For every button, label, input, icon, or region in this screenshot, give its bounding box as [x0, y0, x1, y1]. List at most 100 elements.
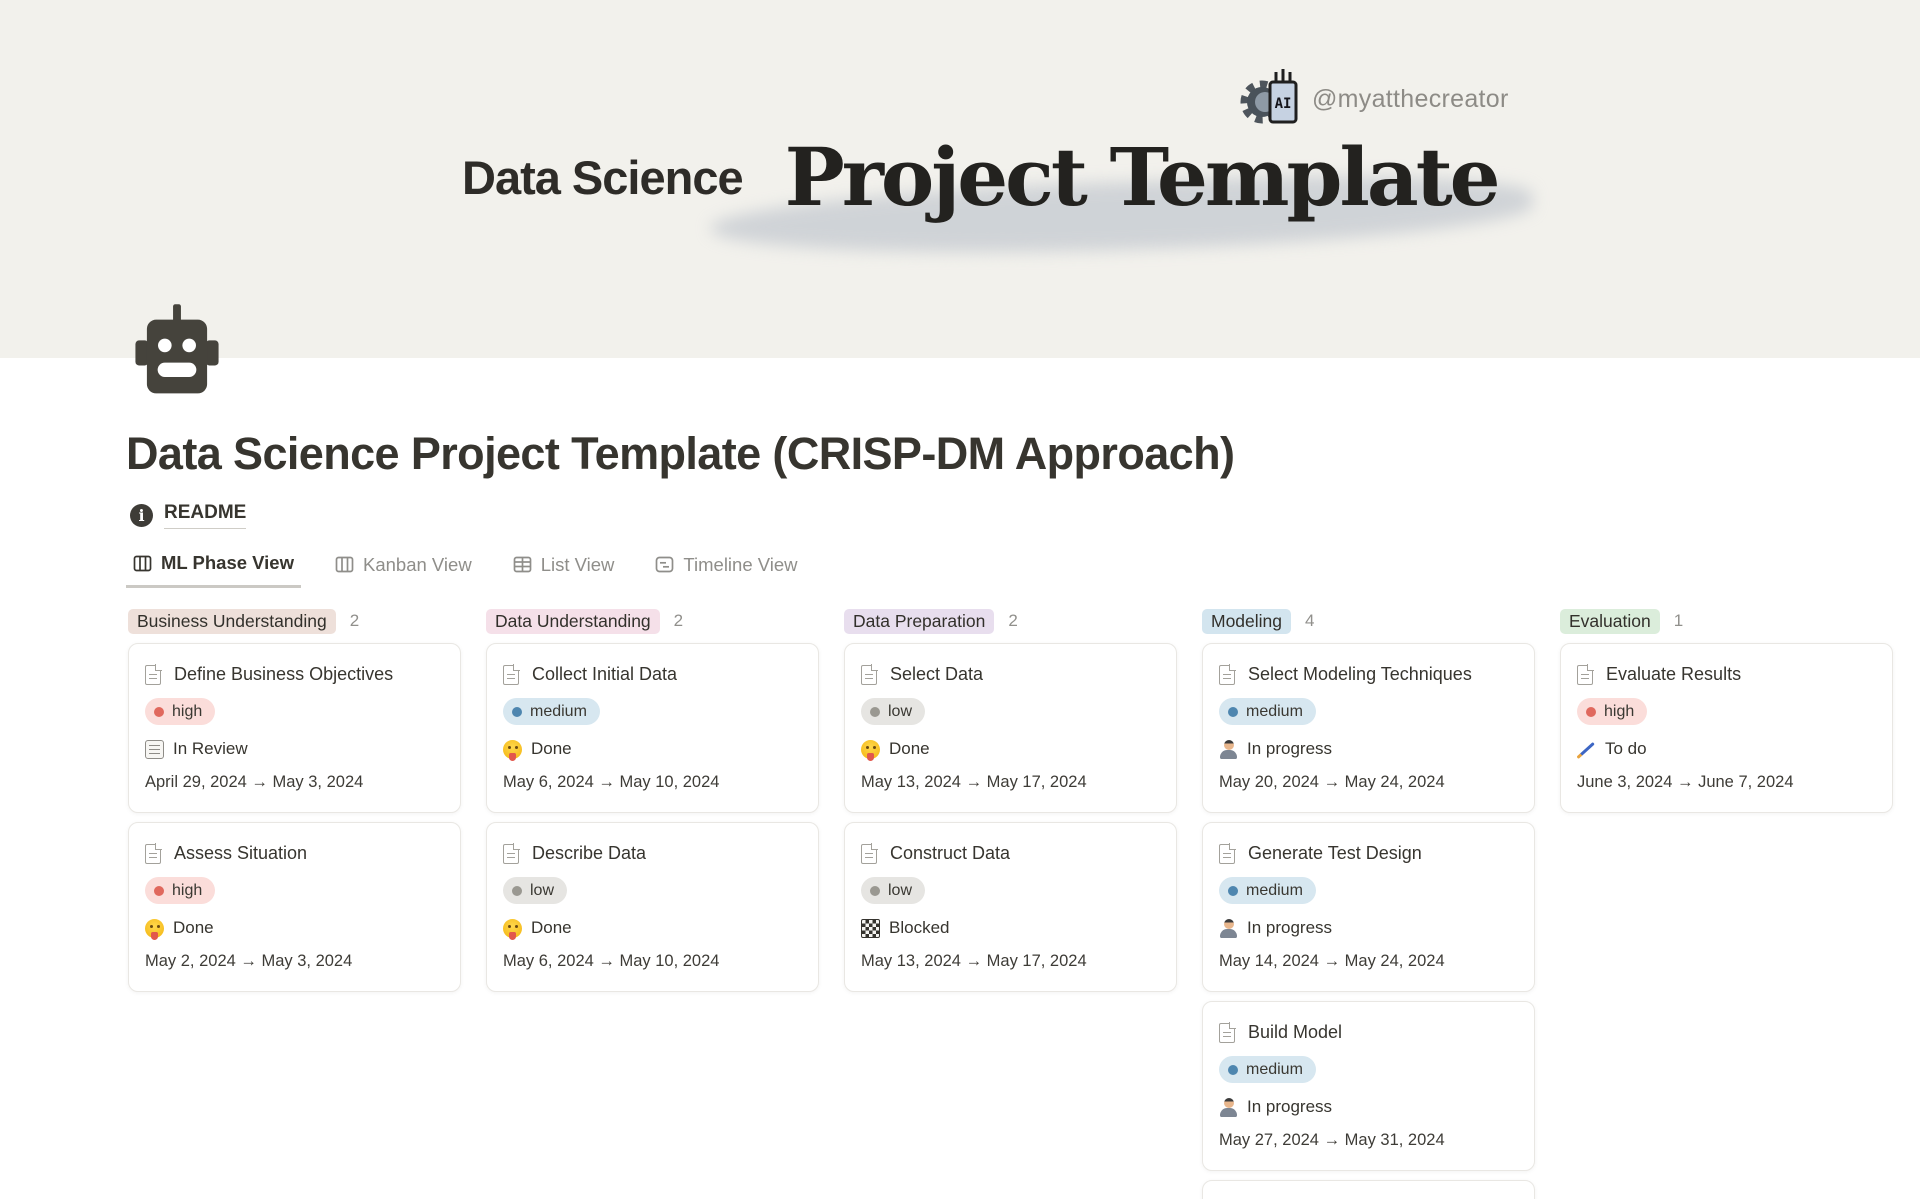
column-name-pill: Data Preparation	[844, 608, 995, 634]
column-data-preparation: Data Preparation 2 Select Data low Done …	[844, 606, 1177, 1199]
banner-title-left: Data Science	[462, 150, 744, 204]
timeline-view-icon	[656, 556, 674, 573]
column-header: Evaluation 1	[1560, 606, 1893, 636]
technologist-emoji	[1219, 918, 1238, 938]
column-evaluation: Evaluation 1 Evaluate Results high To do…	[1560, 606, 1893, 1199]
priority-badge: medium	[1219, 877, 1316, 904]
technologist-emoji	[1219, 739, 1238, 759]
status: In progress	[1219, 739, 1518, 759]
card-title: Select Data	[890, 664, 984, 684]
card-title: Construct Data	[890, 843, 1011, 863]
priority-badge: low	[861, 698, 926, 725]
card-title: Define Business Objectives	[174, 664, 394, 684]
status: Done	[503, 918, 802, 940]
banner-title-right: Project Template	[708, 130, 1534, 265]
page-icon	[503, 663, 520, 685]
creator-handle: @myatthecreator	[1312, 84, 1509, 113]
priority-dot-icon	[154, 885, 164, 896]
priority-badge: high	[1577, 698, 1648, 725]
creator-credit: AI @myatthecreator	[1240, 66, 1509, 132]
priority-dot-icon	[1586, 706, 1596, 717]
kanban-board: Business Understanding 2 Define Business…	[128, 606, 1893, 1199]
card-title: Select Modeling Techniques	[1248, 664, 1472, 684]
technologist-emoji	[1219, 1097, 1238, 1117]
column-count: 2	[1008, 611, 1018, 630]
date-range: May 6, 2024 → May 10, 2024	[503, 952, 720, 970]
notepad-emoji	[145, 739, 164, 759]
card[interactable]: Construct Data low Blocked May 13, 2024 …	[844, 822, 1177, 992]
cover-image: AI @myatthecreator Data Science Project …	[0, 0, 1920, 358]
card-title: Collect Initial Data	[532, 664, 678, 684]
date-range: May 2, 2024 → May 3, 2024	[145, 952, 353, 970]
page-icon	[1219, 663, 1236, 685]
ai-chip-gear-icon: AI	[1240, 69, 1298, 124]
board-view-icon	[133, 555, 152, 571]
column-count: 2	[349, 611, 360, 630]
date-range: May 13, 2024 → May 17, 2024	[861, 952, 1087, 970]
card[interactable]: Select Modeling Techniques medium In pro…	[1202, 643, 1535, 813]
date-range: May 14, 2024 → May 24, 2024	[1219, 952, 1445, 970]
tab-ml-phase-view[interactable]: ML Phase View	[126, 548, 301, 588]
checkered-flag-emoji	[861, 918, 880, 938]
card-partial[interactable]	[1202, 1180, 1535, 1199]
card-title: Build Model	[1248, 1022, 1343, 1042]
priority-badge: medium	[1219, 698, 1316, 725]
card[interactable]: Collect Initial Data medium Done May 6, …	[486, 643, 819, 813]
card-title: Evaluate Results	[1606, 664, 1742, 684]
pen-emoji	[1577, 740, 1596, 759]
column-business-understanding: Business Understanding 2 Define Business…	[128, 606, 461, 1199]
status: In progress	[1219, 1097, 1518, 1117]
card[interactable]: Generate Test Design medium In progress …	[1202, 822, 1535, 992]
column-name-pill: Data Understanding	[486, 608, 660, 634]
status: Done	[503, 739, 802, 761]
info-icon: i	[130, 504, 153, 527]
priority-dot-icon	[1228, 1064, 1238, 1075]
priority-badge: medium	[503, 698, 600, 725]
page-icon	[145, 842, 162, 864]
column-count: 4	[1305, 611, 1315, 630]
priority-badge: high	[145, 698, 216, 725]
column-header: Modeling 4	[1202, 606, 1535, 636]
card[interactable]: Select Data low Done May 13, 2024 → May …	[844, 643, 1177, 813]
view-tabs: ML Phase View Kanban View List View Time…	[126, 548, 805, 588]
column-header: Data Understanding 2	[486, 606, 819, 636]
card[interactable]: Build Model medium In progress May 27, 2…	[1202, 1001, 1535, 1171]
date-range: May 20, 2024 → May 24, 2024	[1219, 773, 1445, 791]
priority-dot-icon	[512, 885, 522, 896]
tongue-face-emoji	[861, 739, 880, 761]
card[interactable]: Define Business Objectives high In Revie…	[128, 643, 461, 813]
column-count: 1	[1673, 611, 1684, 630]
priority-dot-icon	[870, 706, 880, 717]
date-range: June 3, 2024 → June 7, 2024	[1577, 773, 1794, 791]
readme-link[interactable]: i README	[130, 502, 247, 529]
page-icon	[1219, 842, 1236, 864]
tab-list-view[interactable]: List View	[506, 548, 622, 588]
date-range: May 27, 2024 → May 31, 2024	[1219, 1131, 1445, 1149]
tongue-face-emoji	[503, 739, 522, 761]
priority-dot-icon	[512, 706, 522, 717]
column-header: Data Preparation 2	[844, 606, 1177, 636]
priority-badge: high	[145, 877, 216, 904]
robot-icon[interactable]	[134, 302, 220, 401]
tab-timeline-view[interactable]: Timeline View	[648, 548, 804, 588]
column-name-pill: Business Understanding	[128, 608, 336, 634]
priority-badge: medium	[1219, 1056, 1316, 1083]
column-modeling: Modeling 4 Select Modeling Techniques me…	[1202, 606, 1535, 1199]
tab-kanban-view[interactable]: Kanban View	[328, 548, 479, 588]
page-icon	[861, 663, 878, 685]
card-title: Describe Data	[532, 843, 647, 863]
priority-dot-icon	[154, 706, 164, 717]
board-view-icon	[335, 556, 354, 573]
status: In progress	[1219, 918, 1518, 938]
card[interactable]: Evaluate Results high To do June 3, 2024…	[1560, 643, 1893, 813]
column-data-understanding: Data Understanding 2 Collect Initial Dat…	[486, 606, 819, 1199]
priority-badge: low	[503, 877, 568, 904]
card[interactable]: Assess Situation high Done May 2, 2024 →…	[128, 822, 461, 992]
table-view-icon	[513, 556, 532, 573]
page-icon	[145, 663, 162, 685]
status: Done	[145, 918, 444, 940]
page-icon	[1577, 663, 1594, 685]
tongue-face-emoji	[145, 918, 164, 940]
card[interactable]: Describe Data low Done May 6, 2024 → May…	[486, 822, 819, 992]
page-title: Data Science Project Template (CRISP-DM …	[126, 428, 1235, 479]
